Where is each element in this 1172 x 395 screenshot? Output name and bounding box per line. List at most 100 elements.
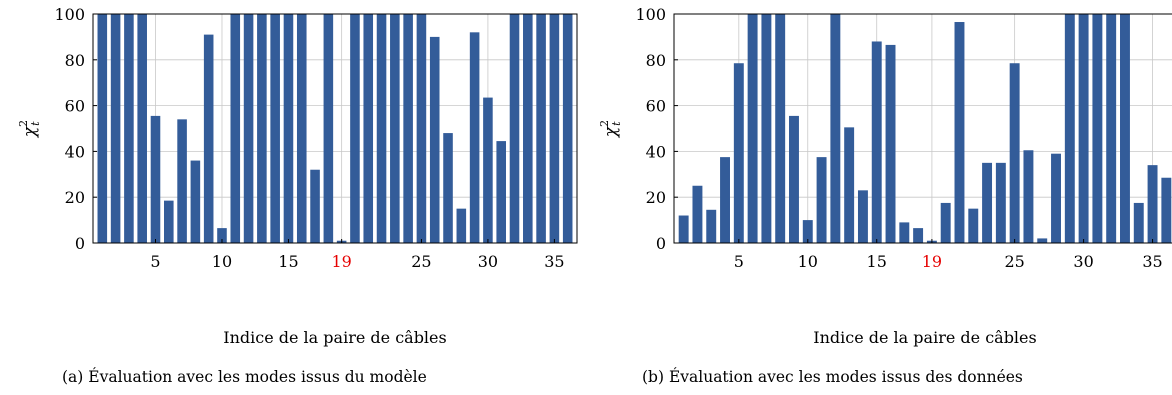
bar xyxy=(230,14,241,243)
x-tick-label: 5 xyxy=(734,252,744,271)
y-tick-label: 60 xyxy=(646,97,666,116)
bar xyxy=(1120,14,1130,243)
y-tick-label: 20 xyxy=(646,188,666,207)
bar xyxy=(816,157,827,243)
x-tick-label: 35 xyxy=(1142,252,1162,271)
bar xyxy=(1106,14,1117,243)
y-tick-label: 100 xyxy=(54,5,85,24)
y-tick-label: 40 xyxy=(65,142,85,161)
bar xyxy=(857,190,868,243)
bar xyxy=(761,14,772,243)
x-tick-label: 10 xyxy=(798,252,818,271)
bar xyxy=(323,14,334,243)
bar xyxy=(720,157,730,243)
bar xyxy=(469,32,480,243)
bar xyxy=(523,14,533,243)
bar xyxy=(310,169,320,243)
bar xyxy=(429,36,440,244)
bar xyxy=(1051,153,1061,243)
bar xyxy=(536,14,546,243)
bar xyxy=(1064,14,1075,243)
x-tick-label: 30 xyxy=(478,252,498,271)
bar xyxy=(1147,165,1158,243)
bar xyxy=(899,222,910,243)
bar xyxy=(150,115,161,243)
bar xyxy=(190,160,201,243)
chart-caption-a: (a) Évaluation avec les modes issus du m… xyxy=(62,368,427,386)
bar xyxy=(733,63,744,243)
bar xyxy=(995,162,1006,243)
bar xyxy=(177,119,187,243)
bar xyxy=(124,14,134,243)
y-tick-label: 100 xyxy=(635,5,666,24)
chart-panel-a: 0 20 40 60 80 100 5 10 15 19 25 30 35 Indice de la pa… xyxy=(17,5,578,386)
bar xyxy=(830,14,841,243)
bar xyxy=(1023,150,1034,243)
y-tick-label: 40 xyxy=(646,142,666,161)
bar xyxy=(496,141,506,243)
x-tick-label: 25 xyxy=(411,252,431,271)
bar xyxy=(243,14,254,243)
x-tick-label: 15 xyxy=(278,252,298,271)
bar xyxy=(203,34,214,243)
bar xyxy=(97,14,108,243)
bar xyxy=(416,14,427,243)
bar xyxy=(257,14,267,243)
bar xyxy=(1009,63,1020,243)
y-tick-label: 0 xyxy=(75,234,85,253)
bar xyxy=(1092,14,1103,243)
bar xyxy=(509,14,520,243)
chart-caption-b: (b) Évaluation avec les modes issus des … xyxy=(642,368,1023,386)
bar xyxy=(350,14,360,243)
bar xyxy=(403,14,413,243)
x-axis-label: Indice de la paire de câbles xyxy=(813,328,1036,347)
bar xyxy=(1133,202,1144,243)
x-tick-label: 10 xyxy=(212,252,232,271)
bar xyxy=(562,14,573,243)
bar xyxy=(678,215,689,243)
bar xyxy=(789,115,799,243)
bar xyxy=(283,14,294,243)
bar xyxy=(802,220,813,243)
plot-frame xyxy=(92,13,578,244)
bar xyxy=(217,228,227,243)
x-tick-label-highlight: 19 xyxy=(331,252,351,271)
bar xyxy=(913,228,924,243)
bar xyxy=(968,208,979,243)
plot-frame xyxy=(673,13,1172,244)
y-tick-label: 0 xyxy=(656,234,666,253)
bar xyxy=(844,127,855,243)
bar xyxy=(1037,238,1048,243)
y-axis-label: χ2t xyxy=(17,120,42,138)
bar xyxy=(982,162,993,243)
bar-chart-b: 0 20 40 60 80 100 5 10 15 19 25 30 35 Indice de la pa… xyxy=(598,5,1172,347)
bar xyxy=(456,208,467,243)
bar xyxy=(296,14,307,243)
x-tick-label: 30 xyxy=(1073,252,1093,271)
x-tick-label: 5 xyxy=(150,252,160,271)
bar xyxy=(1078,14,1089,243)
bar xyxy=(270,14,280,243)
bar xyxy=(483,97,493,244)
y-tick-label: 80 xyxy=(65,51,85,70)
bar xyxy=(549,14,560,243)
bar xyxy=(363,14,374,243)
chart-panel-b: 0 20 40 60 80 100 5 10 15 19 25 30 35 Indice de la pa… xyxy=(586,0,1172,395)
bar-chart-a: 0 20 40 60 80 100 5 10 15 19 25 30 35 Indice de la pa… xyxy=(17,5,578,347)
bar xyxy=(164,200,174,243)
x-tick-label: 25 xyxy=(1004,252,1024,271)
x-tick-label: 15 xyxy=(867,252,887,271)
bar xyxy=(692,185,703,243)
bar xyxy=(390,14,400,243)
bar xyxy=(871,41,882,244)
y-tick-label: 60 xyxy=(65,97,85,116)
bar xyxy=(706,209,717,243)
bar xyxy=(443,133,453,243)
bar xyxy=(775,14,786,243)
x-axis-label: Indice de la paire de câbles xyxy=(223,328,446,347)
bar xyxy=(110,14,121,243)
bar xyxy=(747,14,758,243)
bar xyxy=(137,14,147,243)
bar xyxy=(376,14,387,243)
bar xyxy=(954,22,965,243)
